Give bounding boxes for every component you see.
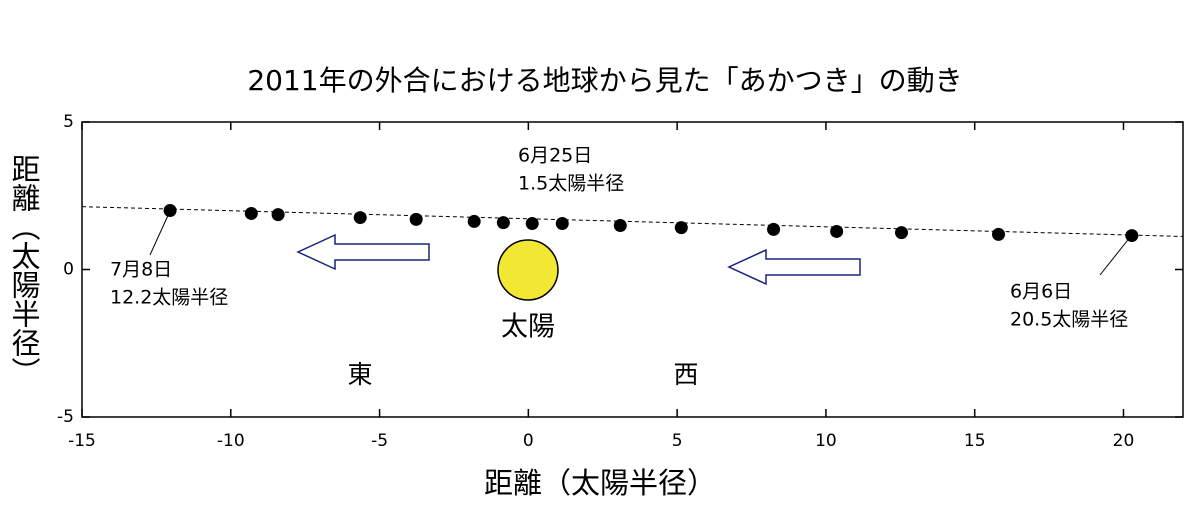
annotation: 12.2太陽半径 xyxy=(110,287,228,309)
point xyxy=(1125,229,1139,243)
point xyxy=(353,211,367,225)
annotation: 6月25日 xyxy=(518,145,592,167)
x-tick-label: 10 xyxy=(815,431,837,451)
y-tick-label: 0 xyxy=(63,260,74,280)
sun-label: 太陽 xyxy=(501,312,555,343)
x-tick-label: -10 xyxy=(217,431,245,451)
annotation: 7月8日 xyxy=(110,259,172,281)
x-tick-label: 0 xyxy=(523,431,534,451)
point xyxy=(409,212,423,226)
point xyxy=(271,208,285,222)
point xyxy=(467,214,481,228)
y-axis-label: 距離（太陽半径） xyxy=(7,154,41,386)
sun xyxy=(497,239,559,301)
east-label: 東 xyxy=(347,360,372,389)
x-axis-label: 距離（太陽半径） xyxy=(484,466,716,500)
west-label: 西 xyxy=(673,360,698,389)
point xyxy=(163,204,177,217)
plot-frame xyxy=(81,121,1184,418)
y-axis-label-text: 距離（太陽半径） xyxy=(7,154,41,386)
point xyxy=(555,216,569,230)
point xyxy=(244,206,258,220)
y-tick-label: 5 xyxy=(63,112,74,132)
point xyxy=(830,224,844,238)
x-tick-label: 15 xyxy=(964,431,986,451)
annotation: 1.5太陽半径 xyxy=(518,173,624,195)
leader-line xyxy=(1099,235,1132,276)
x-tick-label: 20 xyxy=(1113,431,1135,451)
point xyxy=(525,216,539,230)
point xyxy=(674,221,688,235)
point xyxy=(613,219,627,233)
arrow xyxy=(727,248,861,286)
annotation: 6月6日 xyxy=(1010,281,1072,303)
x-tick-label: -15 xyxy=(68,431,96,451)
annotation: 20.5太陽半径 xyxy=(1010,309,1128,331)
arrow xyxy=(296,233,430,271)
y-tick-label: -5 xyxy=(57,407,74,427)
chart-title: 2011年の外合における地球から見た「あかつき」の動き xyxy=(247,64,962,97)
x-tick-label: -5 xyxy=(371,431,388,451)
point xyxy=(767,222,781,236)
x-tick-label: 5 xyxy=(672,431,683,451)
leader-line xyxy=(149,210,171,256)
point xyxy=(992,227,1006,241)
point xyxy=(895,226,909,240)
point xyxy=(496,216,510,230)
